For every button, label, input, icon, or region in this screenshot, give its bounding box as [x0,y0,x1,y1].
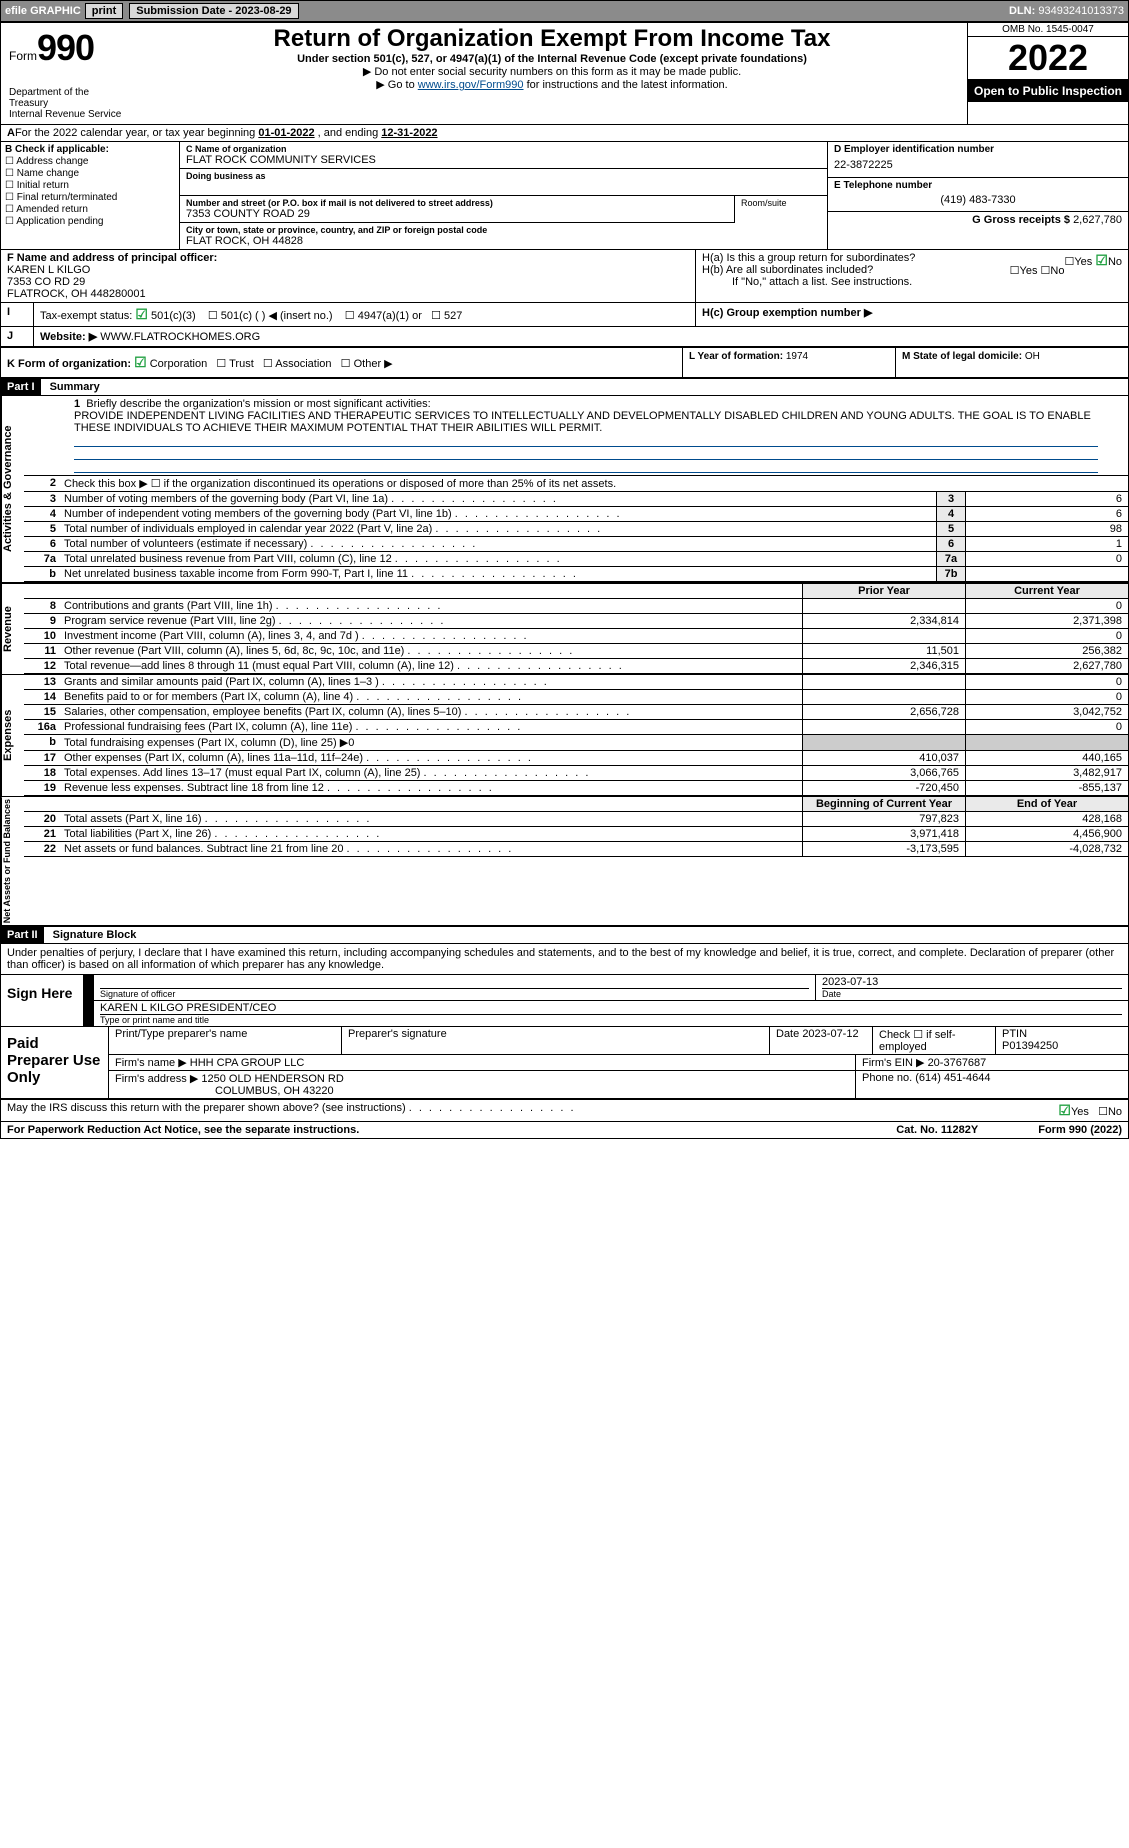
part2-title: Signature Block [47,927,143,943]
omb-number: OMB No. 1545-0047 [968,23,1128,37]
dln-label: DLN: 93493241013373 [1009,5,1124,17]
part1-header: Part I [1,379,41,395]
line-a: AFor the 2022 calendar year, or tax year… [1,125,1128,142]
paid-preparer-label: Paid Preparer Use Only [1,1027,108,1098]
form-footer: Form 990 (2022) [1038,1124,1122,1136]
street-cell: Number and street (or P.O. box if mail i… [180,196,735,223]
data-line: 11Other revenue (Part VIII, column (A), … [24,644,1128,659]
submission-date-button[interactable]: Submission Date - 2023-08-29 [129,3,298,19]
form-subtitle-2: ▶ Do not enter social security numbers o… [141,65,963,78]
dept-treasury: Department of the Treasury [9,87,129,109]
arrow-icon [84,1001,94,1026]
firm-address: Firm's address ▶ 1250 OLD HENDERSON RD C… [109,1071,856,1098]
officer-name-field: KAREN L KILGO PRESIDENT/CEO Type or prin… [94,1001,1128,1026]
col-b-checkboxes: B Check if applicable: ☐ Address change … [1,142,180,249]
data-line: 17Other expenses (Part IX, column (A), l… [24,751,1128,766]
efile-label: efile GRAPHIC [5,5,81,17]
print-button[interactable]: print [85,3,123,19]
cat-no: Cat. No. 11282Y [896,1124,978,1136]
firm-name: Firm's name ▶ HHH CPA GROUP LLC [109,1055,856,1070]
gov-line: 7aTotal unrelated business revenue from … [24,552,1128,567]
data-line: 12Total revenue—add lines 8 through 11 (… [24,659,1128,674]
gov-line: 4Number of independent voting members of… [24,507,1128,522]
form-subtitle-1: Under section 501(c), 527, or 4947(a)(1)… [141,53,963,65]
data-line: bTotal fundraising expenses (Part IX, co… [24,735,1128,751]
year-formation: L Year of formation: 1974 [682,348,895,377]
header-right: OMB No. 1545-0047 2022 Open to Public In… [967,23,1128,124]
line-2: Check this box ▶ ☐ if the organization d… [60,476,1128,491]
chk-application-pending[interactable]: ☐ Application pending [5,216,175,227]
data-line: 9Program service revenue (Part VIII, lin… [24,614,1128,629]
data-line: 15Salaries, other compensation, employee… [24,705,1128,720]
preparer-name: Print/Type preparer's name [109,1027,342,1054]
tax-exempt-status: Tax-exempt status: ☑ 501(c)(3) ☐ 501(c) … [34,303,695,326]
form-title: Return of Organization Exempt From Incom… [141,25,963,53]
side-net-assets: Net Assets or Fund Balances [1,797,24,925]
data-line: 19Revenue less expenses. Subtract line 1… [24,781,1128,796]
paperwork-notice: For Paperwork Reduction Act Notice, see … [7,1124,896,1136]
tax-year: 2022 [968,37,1128,80]
chk-name-change[interactable]: ☐ Name change [5,168,175,179]
part2-header: Part II [1,927,44,943]
phone-cell: E Telephone number (419) 483-7330 [828,178,1128,212]
chk-final-return[interactable]: ☐ Final return/terminated [5,192,175,203]
firm-ein: Firm's EIN ▶ 20-3767687 [856,1055,1128,1070]
self-employed-check[interactable]: Check ☐ if self-employed [873,1027,996,1054]
firm-phone: Phone no. (614) 451-4644 [856,1071,1128,1098]
sign-date: 2023-07-13 Date [815,975,1128,1000]
group-exemption: H(c) Group exemption number ▶ [695,303,1128,326]
room-cell: Room/suite [735,196,827,223]
signature-field[interactable]: Signature of officer [94,975,815,1000]
prior-year-header: Prior Year [802,584,965,598]
principal-officer: F Name and address of principal officer:… [1,250,695,302]
arrow-icon [84,975,94,1000]
group-return-block: H(a) Is this a group return for subordin… [695,250,1128,302]
gross-receipts: G Gross receipts $ 2,627,780 [828,212,1128,228]
perjury-declaration: Under penalties of perjury, I declare th… [1,944,1128,974]
ein-cell: D Employer identification number 22-3872… [828,142,1128,178]
irs-discuss-row: May the IRS discuss this return with the… [1,1100,1128,1122]
gov-line: 6Total number of volunteers (estimate if… [24,537,1128,552]
ptin: PTINP01394250 [996,1027,1128,1054]
begin-year-header: Beginning of Current Year [802,797,965,811]
side-expenses: Expenses [1,675,24,796]
data-line: 10Investment income (Part VIII, column (… [24,629,1128,644]
data-line: 8Contributions and grants (Part VIII, li… [24,599,1128,614]
form-number-box: Form990 Department of the Treasury Inter… [1,23,137,124]
dba-cell: Doing business as [180,169,827,196]
preparer-date: Date 2023-07-12 [770,1027,873,1054]
chk-amended-return[interactable]: ☐ Amended return [5,204,175,215]
gov-line: 3Number of voting members of the governi… [24,492,1128,507]
org-name-cell: C Name of organization FLAT ROCK COMMUNI… [180,142,827,169]
side-governance: Activities & Governance [1,396,24,582]
end-year-header: End of Year [965,797,1128,811]
data-line: 14Benefits paid to or for members (Part … [24,690,1128,705]
form-subtitle-3: ▶ Go to www.irs.gov/Form990 for instruct… [141,78,963,91]
data-line: 22Net assets or fund balances. Subtract … [24,842,1128,857]
data-line: 21Total liabilities (Part X, line 26) 3,… [24,827,1128,842]
part1-title: Summary [44,379,106,395]
sign-here-label: Sign Here [1,975,83,1026]
irs-label: Internal Revenue Service [9,109,129,120]
data-line: 18Total expenses. Add lines 13–17 (must … [24,766,1128,781]
irs-link[interactable]: www.irs.gov/Form990 [418,79,524,91]
chk-address-change[interactable]: ☐ Address change [5,156,175,167]
form-of-org: K Form of organization: ☑ Corporation ☐ … [1,348,682,377]
chk-initial-return[interactable]: ☐ Initial return [5,180,175,191]
mission-block: 1 Briefly describe the organization's mi… [24,396,1128,475]
data-line: 13Grants and similar amounts paid (Part … [24,675,1128,690]
open-to-public: Open to Public Inspection [968,80,1128,102]
current-year-header: Current Year [965,584,1128,598]
data-line: 20Total assets (Part X, line 16) 797,823… [24,812,1128,827]
form-title-block: Return of Organization Exempt From Incom… [137,23,967,124]
gov-line: bNet unrelated business taxable income f… [24,567,1128,582]
state-domicile: M State of legal domicile: OH [895,348,1128,377]
gov-line: 5Total number of individuals employed in… [24,522,1128,537]
city-cell: City or town, state or province, country… [180,223,827,249]
preparer-sig: Preparer's signature [342,1027,770,1054]
side-revenue: Revenue [1,584,24,674]
data-line: 16aProfessional fundraising fees (Part I… [24,720,1128,735]
top-bar: efile GRAPHIC print Submission Date - 20… [0,0,1129,22]
website-cell: Website: ▶ WWW.FLATROCKHOMES.ORG [34,327,1128,346]
